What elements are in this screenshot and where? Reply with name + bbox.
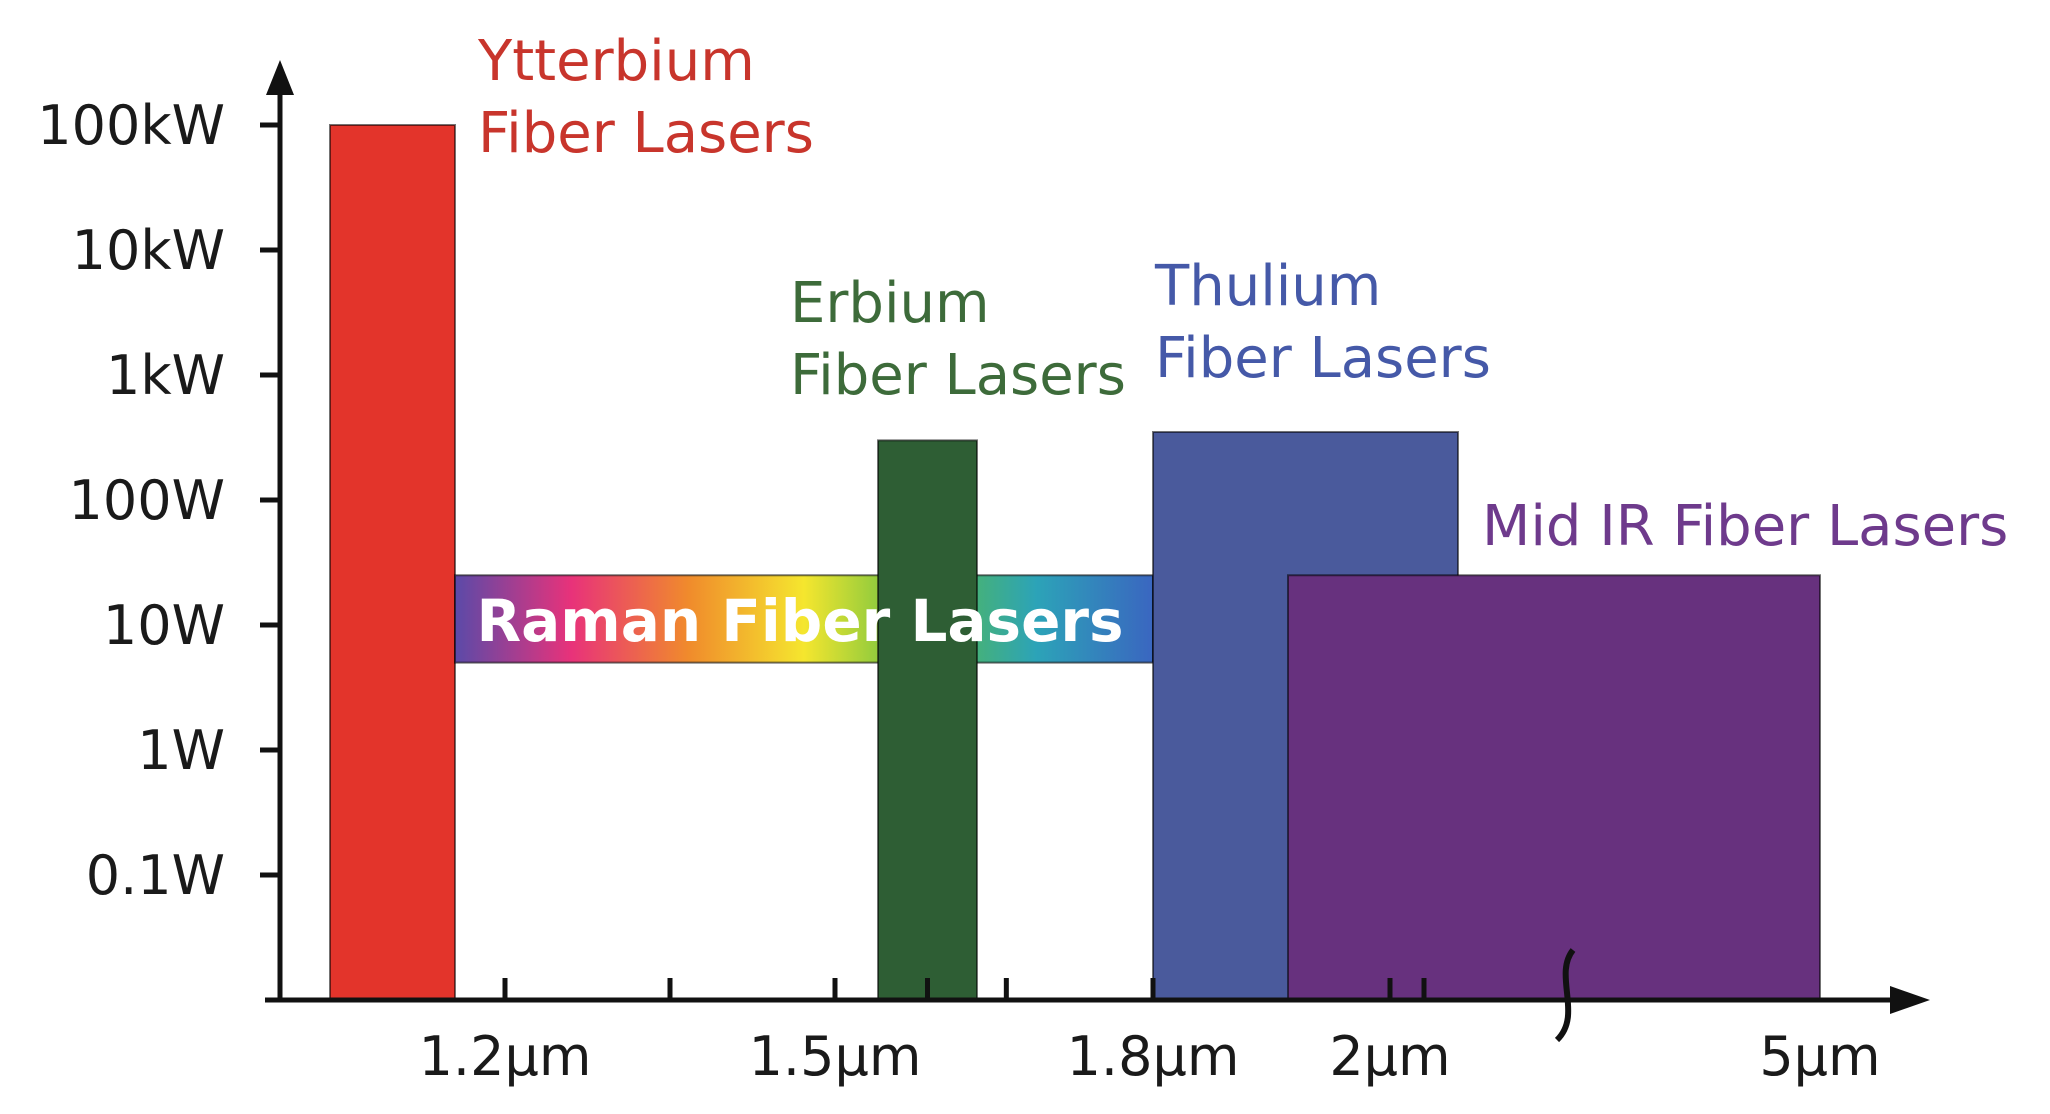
x-tick-label: 1.8μm xyxy=(1067,1025,1240,1088)
x-axis-arrow xyxy=(1890,986,1930,1014)
bar-ytterbium-fiber-lasers xyxy=(329,124,456,1001)
series-label-line: Fiber Lasers xyxy=(478,101,814,166)
bars-layer xyxy=(329,124,1821,1001)
y-axis-arrow xyxy=(266,60,294,95)
series-label-line: Erbium xyxy=(790,271,990,336)
x-tick-label: 1.2μm xyxy=(419,1025,592,1088)
x-tick-label: 1.5μm xyxy=(749,1025,922,1088)
series-label-erbium-fiber-lasers: Erbium Fiber Lasers xyxy=(790,271,1126,408)
series-label-thulium-fiber-lasers: Thulium Fiber Lasers xyxy=(1154,254,1491,391)
series-label-line: Fiber Lasers xyxy=(790,343,1126,408)
bar-erbium-fiber-lasers xyxy=(877,439,978,1001)
series-label-line: Raman Fiber Lasers xyxy=(476,587,1123,655)
x-axis-break-mark xyxy=(1554,948,1576,1043)
y-tick-label: 100W xyxy=(69,469,225,532)
series-label-line: Ytterbium xyxy=(477,29,755,94)
series-label-ytterbium-fiber-lasers: Ytterbium Fiber Lasers xyxy=(477,29,814,166)
series-label-mid-ir-fiber-lasers: Mid IR Fiber Lasers xyxy=(1482,494,2008,559)
labels-layer: 0.1W 1W 10W 100W 1kW 10kW 100kW 1.2μm 1.5μm 1.8μm… xyxy=(37,29,2008,1088)
series-label-line: Thulium xyxy=(1154,254,1381,319)
bar-mid-ir-fiber-lasers xyxy=(1287,574,1821,1001)
x-tick-label: 5μm xyxy=(1759,1025,1880,1088)
y-tick-label: 10W xyxy=(103,594,225,657)
y-tick-label: 1kW xyxy=(106,344,225,407)
axes-layer xyxy=(260,60,1930,1043)
y-tick-label: 100kW xyxy=(37,94,225,157)
series-label-line: Mid IR Fiber Lasers xyxy=(1482,494,2008,559)
y-tick-label: 1W xyxy=(137,719,225,782)
x-tick-label: 2μm xyxy=(1329,1025,1450,1088)
series-label-raman-fiber-lasers: Raman Fiber Lasers xyxy=(476,587,1123,655)
y-tick-label: 0.1W xyxy=(86,844,225,907)
series-label-line: Fiber Lasers xyxy=(1155,326,1491,391)
bar-raman-fiber-lasers xyxy=(454,574,1154,664)
y-tick-label: 10kW xyxy=(72,219,225,282)
